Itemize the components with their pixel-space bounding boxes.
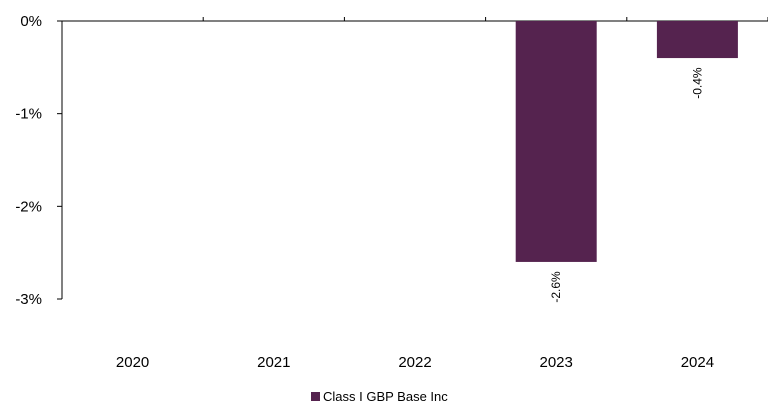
x-tick-label: 2024 (681, 354, 714, 371)
x-tick-label: 2021 (257, 354, 290, 371)
legend: Class I GBP Base Inc (311, 389, 448, 403)
y-tick-label: -3% (15, 291, 42, 308)
x-tick-label: 2022 (398, 354, 431, 371)
y-tick-label: -1% (15, 106, 42, 123)
x-tick-label: 2023 (540, 354, 573, 371)
legend-label: Class I GBP Base Inc (323, 389, 448, 403)
bar (515, 21, 597, 262)
data-label: -2.6% (549, 271, 563, 303)
data-label: -0.4% (690, 67, 704, 99)
legend-swatch (311, 391, 320, 401)
y-tick-label: -2% (15, 198, 42, 215)
x-tick-label: 2020 (116, 354, 149, 371)
bar (656, 21, 738, 59)
y-tick-label: 0% (20, 13, 42, 30)
